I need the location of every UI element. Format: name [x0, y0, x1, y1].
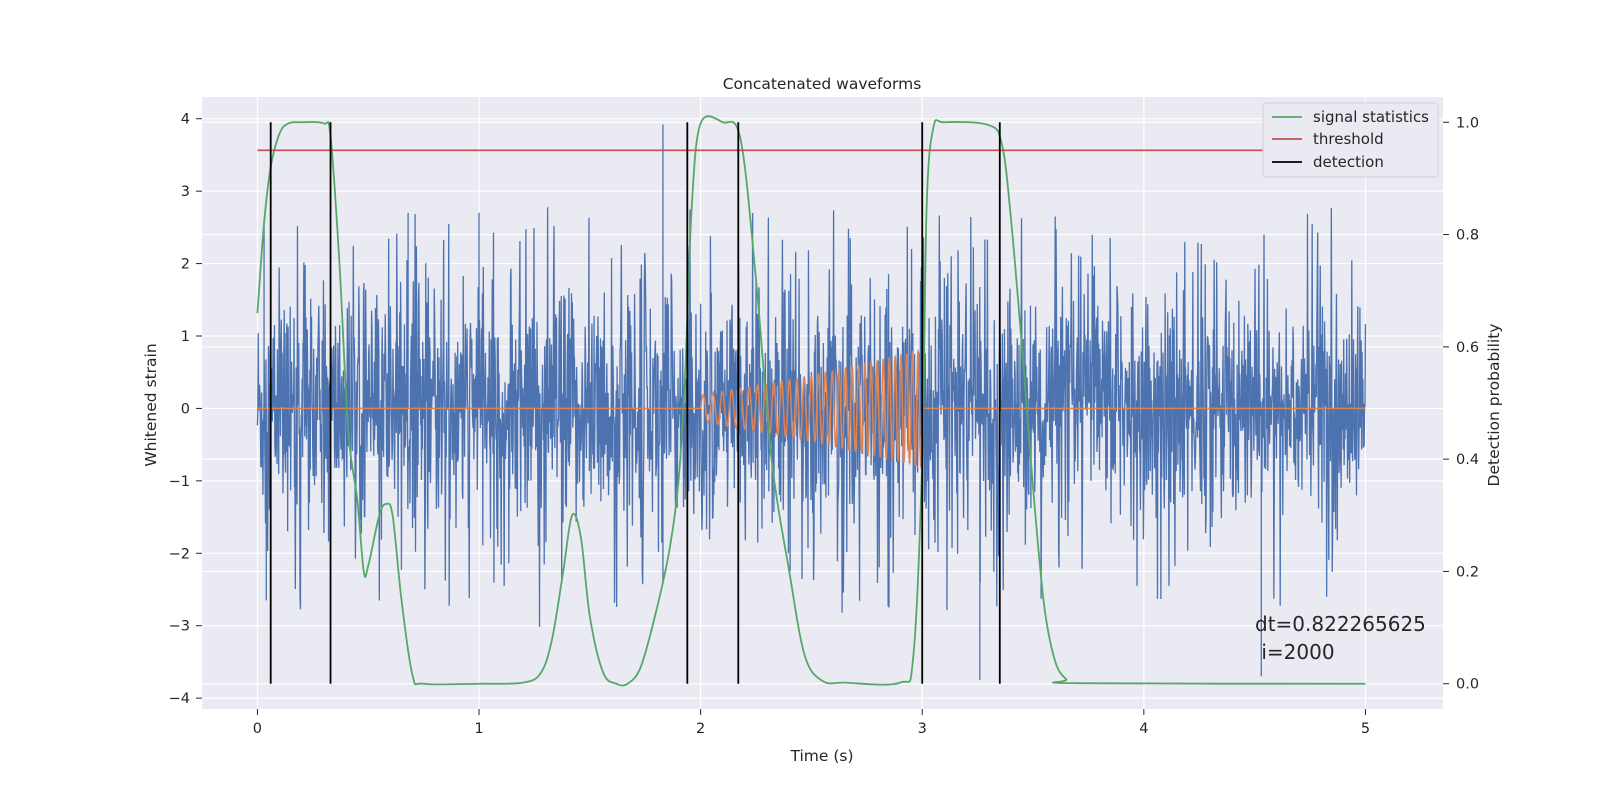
detection-series: [269, 122, 1001, 684]
x-tick-label: 2: [696, 721, 705, 737]
annotation: dt=0.822265625 i=2000: [1255, 612, 1426, 664]
y-tick-label: 1: [181, 329, 190, 345]
legend-label-signal-statistics: signal statistics: [1313, 108, 1429, 126]
annotation-dt: dt=0.822265625: [1255, 612, 1426, 636]
y-tick-label: 0: [181, 401, 190, 417]
y2-tick-label: 0.4: [1456, 452, 1479, 468]
y-tick-label: 3: [181, 184, 190, 200]
y-tick-label: −3: [169, 619, 190, 635]
y-tick-label: −1: [169, 474, 190, 490]
y2-tick-label: 0.8: [1456, 228, 1479, 244]
y-axis-label: Whitened strain: [142, 343, 160, 466]
right-axis: 0.0 0.2 0.4 0.6 0.8 1.0: [1443, 115, 1479, 693]
x-tick-label: 5: [1361, 721, 1370, 737]
y-tick-label: 4: [181, 112, 190, 128]
x-tick-label: 3: [918, 721, 927, 737]
y2-axis-label: Detection probability: [1485, 324, 1503, 487]
x-tick-label: 4: [1139, 721, 1148, 737]
legend-box: [1262, 102, 1439, 178]
legend-label-detection: detection: [1313, 153, 1384, 171]
annotation-i: i=2000: [1255, 640, 1335, 664]
x-tick-label: 1: [474, 721, 483, 737]
y-tick-label: −2: [169, 546, 190, 562]
y-tick-label: −4: [169, 691, 190, 707]
signal-statistics-line: [256, 115, 1366, 687]
plot-area: [202, 97, 1443, 709]
x-axis: 0 1 2 3 4 5: [253, 709, 1370, 737]
signal-statistics-series: [256, 115, 1366, 687]
x-axis-label: Time (s): [789, 747, 853, 765]
y2-tick-label: 0.2: [1456, 564, 1479, 580]
x-tick-label: 0: [253, 721, 262, 737]
y2-tick-label: 1.0: [1456, 115, 1479, 131]
chart-title: Concatenated waveforms: [723, 75, 922, 93]
strain-series: [256, 124, 1367, 681]
left-axis: −4 −3 −2 −1 0 1 2 3 4: [169, 112, 202, 707]
legend: signal statistics threshold detection: [1262, 102, 1439, 178]
y2-tick-label: 0.6: [1456, 340, 1479, 356]
strain-line: [256, 124, 1367, 681]
y-tick-label: 2: [181, 257, 190, 273]
y2-tick-label: 0.0: [1456, 677, 1479, 693]
legend-label-threshold: threshold: [1313, 130, 1384, 148]
